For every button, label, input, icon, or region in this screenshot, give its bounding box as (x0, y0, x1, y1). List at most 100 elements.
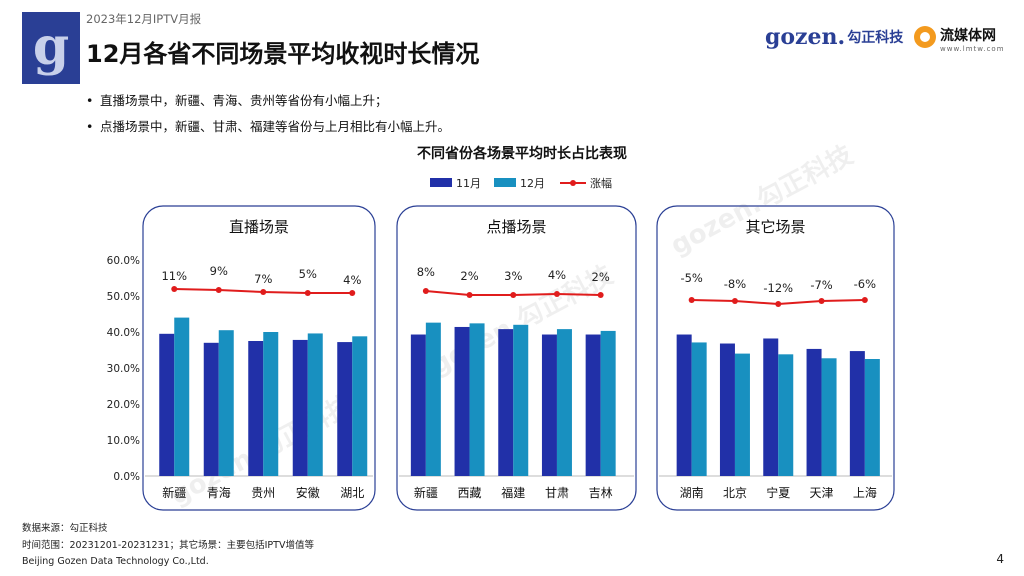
legend-label-dec: 12月 (520, 177, 545, 190)
bar-dec (778, 354, 794, 476)
change-data-label: 9% (210, 264, 228, 278)
bar-nov (498, 329, 514, 476)
data-source: 数据来源：勾正科技 (22, 523, 108, 534)
gozen-brand-latin: gozen. (765, 24, 846, 50)
x-tick-label: 甘肃 (545, 486, 569, 500)
y-tick-label: 50.0% (107, 291, 140, 303)
x-tick-label: 湖南 (680, 485, 704, 500)
change-marker (349, 290, 356, 296)
change-marker (553, 291, 560, 297)
gozen-logo-block: g (22, 12, 80, 84)
change-marker (422, 288, 429, 294)
bar-nov (454, 326, 470, 476)
panel-frame (656, 205, 895, 511)
y-tick-label: 30.0% (107, 363, 140, 375)
bar-dec (691, 342, 707, 476)
change-data-label: 2% (460, 269, 478, 283)
bar-nov (203, 342, 219, 476)
y-tick-label: 40.0% (107, 327, 140, 339)
bar-nov (337, 342, 353, 476)
x-tick-label: 西藏 (458, 486, 482, 500)
change-marker (466, 292, 473, 298)
bar-nov (849, 351, 865, 476)
bullet-item: 点播场景中，新疆、甘肃、福建等省份与上月相比有小幅上升。 (86, 114, 450, 140)
time-range-note: 时间范围：20231201-20231231；其它场景：主要包括IPTV增值等 (22, 540, 314, 551)
bar-dec (513, 324, 529, 476)
change-data-label: -7% (810, 278, 832, 292)
change-marker (731, 298, 738, 304)
change-data-label: 8% (417, 265, 435, 279)
bar-nov (410, 334, 426, 476)
change-data-label: 11% (161, 269, 187, 283)
x-tick-label: 青海 (207, 485, 231, 500)
change-marker (775, 301, 782, 307)
change-data-label: 3% (504, 269, 522, 283)
panel-title: 直播场景 (229, 218, 289, 236)
bar-dec (556, 329, 572, 476)
legend-label-nov: 11月 (456, 177, 481, 190)
panel-title: 点播场景 (486, 218, 546, 236)
x-tick-label: 新疆 (162, 485, 186, 500)
bar-dec (218, 330, 234, 476)
change-marker (260, 289, 267, 295)
x-tick-label: 宁夏 (766, 485, 790, 500)
y-tick-label: 20.0% (107, 399, 140, 411)
bar-nov (763, 338, 779, 476)
bar-dec (600, 330, 616, 476)
bar-dec (174, 317, 190, 476)
bar-dec (263, 332, 279, 476)
change-marker (818, 298, 825, 304)
change-data-label: -6% (854, 277, 876, 291)
gozen-brand-cn: 勾正科技 (847, 30, 904, 46)
change-data-label: -12% (763, 281, 793, 295)
change-marker (688, 297, 695, 303)
bar-dec (734, 353, 750, 476)
g-logo-glyph: g (32, 16, 70, 77)
change-data-label: -5% (680, 271, 702, 285)
legend-marker-change (570, 180, 576, 186)
bar-dec (352, 336, 368, 476)
panel-frame (396, 205, 637, 511)
panel-title: 其它场景 (745, 218, 805, 236)
legend-swatch-nov (430, 178, 452, 187)
bullet-item: 直播场景中，新疆、青海、贵州等省份有小幅上升； (86, 88, 450, 114)
page-title: 12月各省不同场景平均收视时长情况 (86, 40, 480, 68)
bar-nov (541, 334, 557, 476)
lmt-logo-icon (914, 26, 936, 48)
chart-title: 不同省份各场景平均时长占比表现 (417, 145, 627, 162)
y-tick-label: 10.0% (107, 435, 140, 447)
change-marker (304, 290, 311, 296)
change-data-label: 2% (592, 270, 610, 284)
bar-dec (821, 358, 837, 476)
change-marker (861, 297, 868, 303)
legend-label-change: 涨幅 (590, 177, 612, 190)
change-data-label: 7% (254, 272, 272, 286)
bar-dec (864, 359, 880, 476)
lmt-brand-name: 流媒体网 (940, 28, 996, 44)
change-marker (215, 287, 222, 293)
x-tick-label: 福建 (501, 485, 525, 500)
bar-nov (248, 341, 264, 476)
summary-bullets: 直播场景中，新疆、青海、贵州等省份有小幅上升； 点播场景中，新疆、甘肃、福建等省… (86, 88, 450, 140)
change-marker (510, 292, 517, 298)
lmt-brand-logo: 流媒体网 www.lmtw.com (914, 22, 1004, 56)
change-marker (171, 286, 178, 292)
bar-dec (469, 323, 485, 476)
bar-nov (676, 334, 692, 476)
lmt-brand-url: www.lmtw.com (940, 45, 1005, 53)
x-tick-label: 贵州 (251, 486, 275, 500)
change-data-label: 4% (343, 273, 361, 287)
gozen-brand-logo: gozen. 勾正科技 (765, 24, 903, 50)
panel-frame (142, 205, 376, 511)
report-tag: 2023年12月IPTV月报 (86, 12, 202, 26)
y-tick-label: 60.0% (107, 255, 140, 267)
x-tick-label: 天津 (810, 486, 834, 500)
bar-nov (719, 343, 735, 476)
bar-nov (159, 333, 175, 476)
y-tick-label: 0.0% (113, 471, 140, 483)
company-name: Beijing Gozen Data Technology Co.,Ltd. (22, 556, 209, 567)
x-tick-label: 吉林 (589, 486, 613, 500)
page-number: 4 (996, 552, 1004, 566)
bar-nov (806, 348, 822, 476)
x-tick-label: 上海 (853, 485, 877, 500)
